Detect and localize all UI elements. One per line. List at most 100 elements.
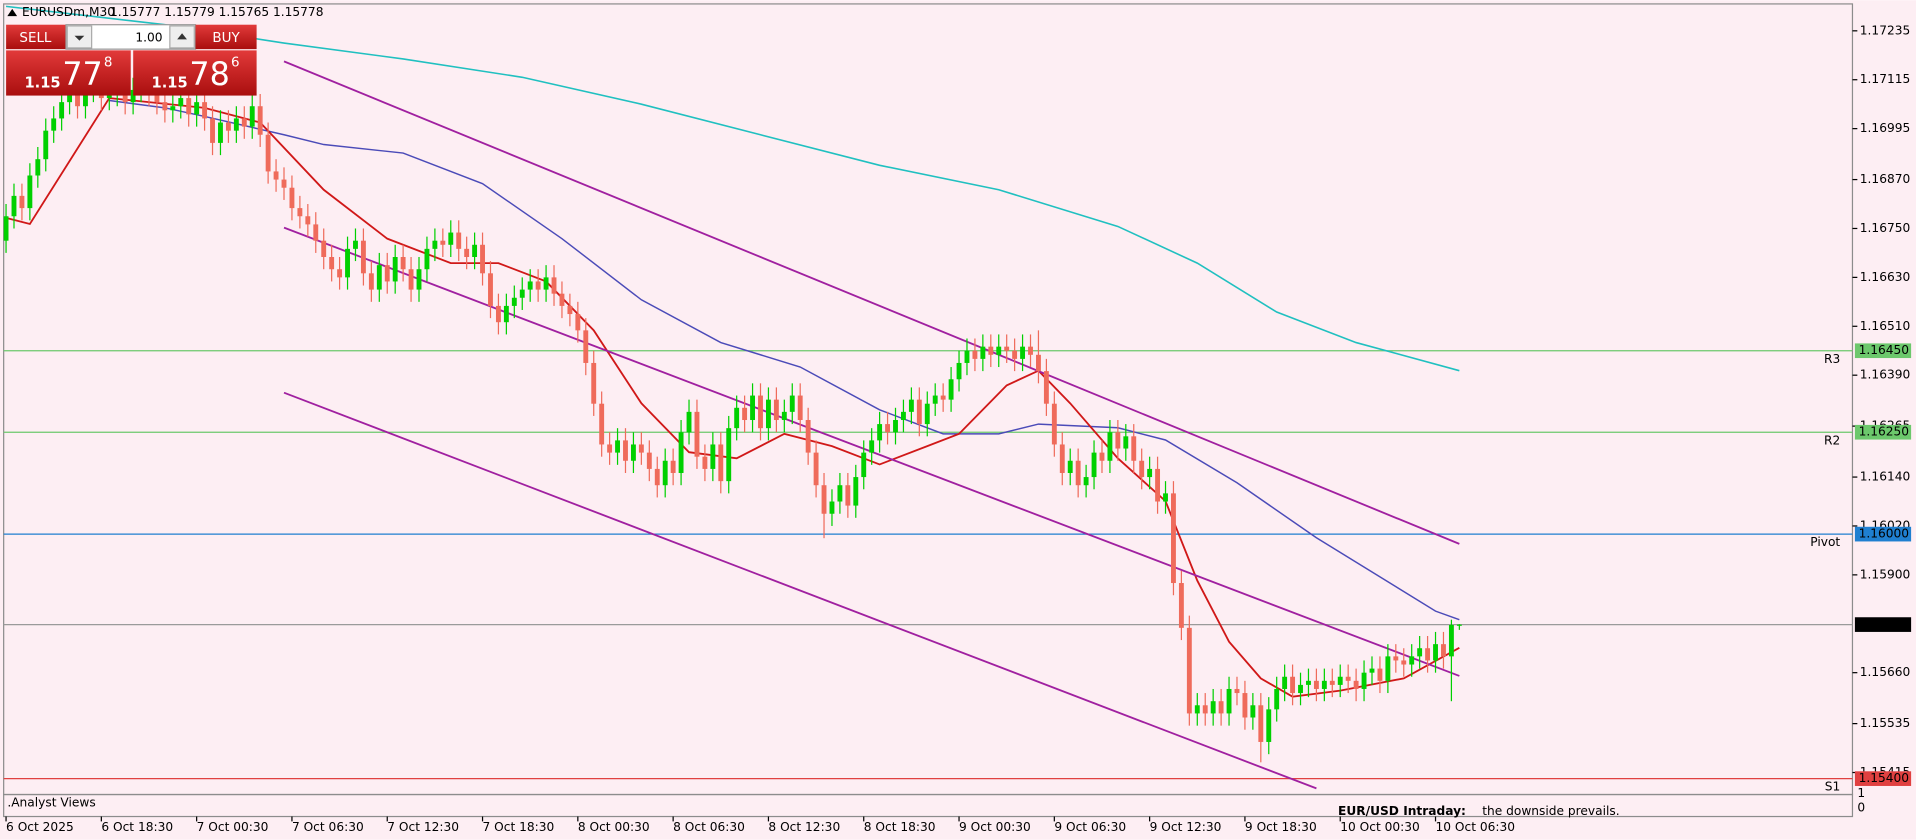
candle-body <box>360 240 366 274</box>
candle-body <box>337 269 343 278</box>
level-tag-label: 1.16000 <box>1859 527 1909 541</box>
candle-body <box>956 362 962 380</box>
candle-body <box>241 118 247 127</box>
candle-body <box>1345 676 1351 681</box>
candle-body <box>1433 644 1438 661</box>
candles <box>3 69 1462 763</box>
candle-body <box>11 195 17 217</box>
candle-body <box>1377 668 1383 681</box>
candle-body <box>1067 460 1073 473</box>
candle-body <box>67 93 73 103</box>
x-tick-label: 9 Oct 18:30 <box>1245 820 1317 834</box>
levels: R3 R2 Pivot S1 <box>3 350 1853 794</box>
buy-price-pips: 78 <box>189 57 229 93</box>
sell-label[interactable]: SELL <box>19 31 52 46</box>
candle-body <box>1409 656 1415 665</box>
y-tick-label: 1.15660 <box>1860 665 1910 679</box>
candle-body <box>638 444 644 453</box>
y-tick-label: 1.16750 <box>1860 221 1910 235</box>
candle-body <box>567 305 573 315</box>
candle-body <box>861 452 867 478</box>
candle-body <box>1163 493 1168 502</box>
candle-body <box>535 281 541 290</box>
candle-body <box>1234 688 1240 694</box>
candle-body <box>345 248 350 278</box>
candle-body <box>432 240 438 249</box>
candle-body <box>392 257 398 282</box>
ohlc-text: 1.15777 1.15779 1.15765 1.15778 <box>110 5 324 19</box>
candle-body <box>265 134 271 172</box>
buy-button[interactable] <box>195 24 257 50</box>
y-tick-label: 1.16995 <box>1860 121 1910 135</box>
candle-body <box>1329 680 1335 685</box>
candle-body <box>908 399 914 412</box>
candle-body <box>527 281 533 290</box>
candle-body <box>1258 705 1264 742</box>
candle-body <box>583 330 589 363</box>
candle-body <box>27 175 33 209</box>
y-tick-label: 1.17115 <box>1860 72 1910 86</box>
candle-body <box>480 244 485 274</box>
candle-body <box>1202 705 1208 714</box>
candle-body <box>519 289 525 298</box>
candle-body <box>1210 701 1216 714</box>
candle-body <box>1036 354 1041 372</box>
candle-body <box>35 159 41 176</box>
x-tick-label: 8 Oct 00:30 <box>578 820 650 834</box>
candle-body <box>1306 680 1311 685</box>
candle-body <box>1083 477 1089 486</box>
candle-body <box>900 411 906 421</box>
sell-price-box[interactable] <box>6 50 131 96</box>
lot-value[interactable]: 1.00 <box>135 31 162 45</box>
candle-body <box>1441 644 1446 657</box>
candle-body <box>1020 346 1026 359</box>
candle-body <box>321 240 327 258</box>
candle-body <box>1321 680 1327 689</box>
x-tick-label: 7 Oct 12:30 <box>387 820 459 834</box>
sell-button[interactable] <box>6 24 66 50</box>
y-tick-label: 1.16510 <box>1860 319 1910 333</box>
candle-body <box>678 432 684 473</box>
x-tick-label: 6 Oct 2025 <box>6 820 74 834</box>
candle-body <box>170 106 176 111</box>
candle-body <box>543 277 549 290</box>
candle-body <box>218 122 223 143</box>
buy-price-box[interactable] <box>133 50 257 96</box>
candle-body <box>1385 656 1391 681</box>
symbol-icon <box>7 8 18 17</box>
candle-body <box>758 395 763 429</box>
candle-body <box>305 216 311 225</box>
candle-body <box>670 460 676 473</box>
candle-body <box>1266 709 1272 742</box>
candle-body <box>1171 493 1176 584</box>
candle-body <box>1353 680 1359 689</box>
candle-body <box>559 293 565 306</box>
candle-body <box>1099 452 1105 461</box>
candle-body <box>43 130 49 160</box>
candle-body <box>940 395 946 400</box>
sell-price-big: 1.15 <box>24 74 60 91</box>
level-tag-label: 1.15400 <box>1859 771 1909 785</box>
candle-body <box>1028 346 1033 355</box>
buy-label[interactable]: BUY <box>212 31 240 46</box>
candle-body <box>1369 668 1375 673</box>
candle-body <box>511 297 517 306</box>
candle-body <box>718 444 724 482</box>
candle-body <box>472 244 478 258</box>
indicator-line <box>283 391 1317 790</box>
candle-body <box>948 379 954 400</box>
candle-body <box>225 122 231 131</box>
level-name: R2 <box>1824 433 1840 447</box>
candle-body <box>178 98 184 107</box>
candle-body <box>1139 460 1145 478</box>
candle-body <box>877 424 883 441</box>
candle-body <box>1290 676 1296 694</box>
last-price-label: 1.15778 <box>1859 617 1909 631</box>
candle-body <box>996 346 1002 355</box>
candle-body <box>273 171 279 180</box>
candle-body <box>1298 684 1303 694</box>
candle-body <box>162 102 168 111</box>
candle-body <box>710 444 716 469</box>
level-name: R3 <box>1824 352 1840 366</box>
